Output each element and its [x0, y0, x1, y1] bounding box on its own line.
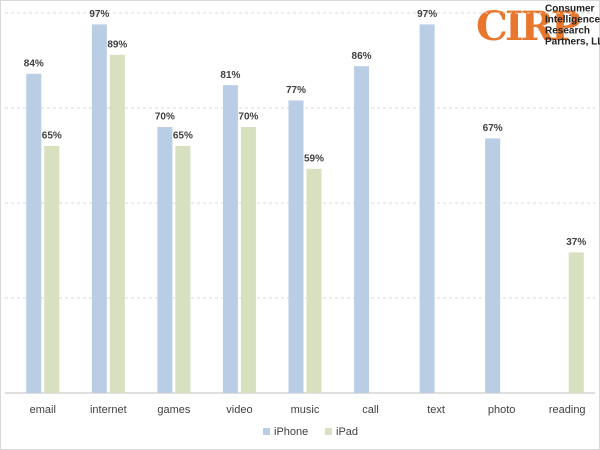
value-label: 65%	[42, 131, 62, 142]
logo-line: Research	[545, 26, 590, 37]
x-tick-label: email	[30, 404, 56, 416]
value-label: 97%	[89, 9, 109, 20]
legend-swatch	[325, 428, 332, 435]
value-label: 89%	[107, 39, 127, 50]
x-tick-label: reading	[549, 404, 586, 416]
bar	[175, 146, 191, 393]
logo: CIRP	[476, 3, 584, 50]
x-tick-label: video	[226, 404, 252, 416]
bar	[485, 138, 501, 393]
x-tick-label: music	[291, 404, 320, 416]
value-label: 86%	[352, 51, 372, 62]
bar	[44, 146, 60, 393]
value-label: 59%	[304, 153, 324, 164]
x-tick-label: call	[362, 404, 379, 416]
value-label: 70%	[155, 112, 175, 123]
value-label: 84%	[24, 58, 44, 69]
bar	[419, 24, 435, 394]
bar	[157, 127, 173, 393]
legend-label: iPad	[336, 426, 358, 438]
bar	[288, 100, 304, 394]
value-label: 37%	[566, 237, 586, 248]
x-tick-label: internet	[90, 404, 127, 416]
legend-swatch	[263, 428, 270, 435]
logo-line: Intelligence	[545, 15, 600, 26]
bar	[109, 54, 125, 394]
bar	[91, 24, 107, 394]
x-tick-label: photo	[488, 404, 516, 416]
bar	[354, 66, 370, 393]
bar	[240, 127, 256, 393]
legend-label: iPhone	[274, 426, 308, 438]
value-label: 67%	[483, 123, 503, 134]
bar	[222, 85, 238, 393]
value-label: 65%	[173, 131, 193, 142]
bar	[568, 252, 584, 393]
value-label: 77%	[286, 85, 306, 96]
bar	[26, 73, 42, 394]
logo-mark: CIRP	[476, 3, 581, 50]
x-tick-label: text	[427, 404, 445, 416]
value-label: 70%	[238, 112, 258, 123]
value-label: 81%	[220, 70, 240, 81]
logo-line: Consumer	[545, 4, 595, 15]
x-tick-label: games	[157, 404, 191, 416]
value-label: 97%	[417, 9, 437, 20]
bar	[306, 168, 322, 393]
logo-line: Partners, LLC	[545, 37, 600, 48]
